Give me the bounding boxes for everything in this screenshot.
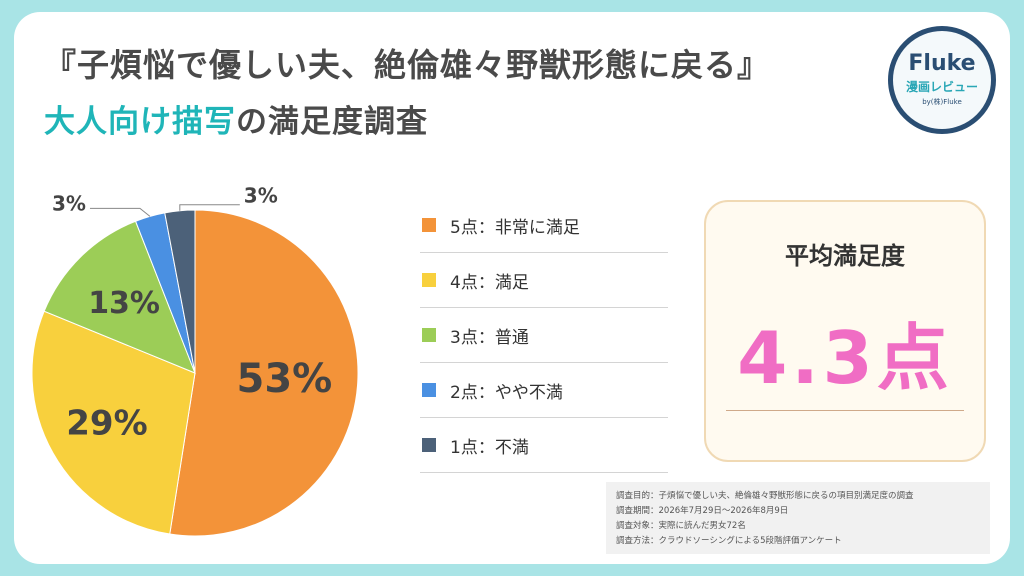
subtitle-accent: 大人向け描写 (44, 104, 236, 140)
legend-label-5: 5点：非常に満足 (450, 217, 580, 238)
logo-name: Fluke (908, 51, 976, 76)
slice-label-1pt-leader (179, 204, 240, 211)
slice-label-5pt: 53% (237, 356, 333, 402)
page-title: 『子煩悩で優しい夫、絶倫雄々野獣形態に戻る』 (44, 46, 771, 84)
average-underline (726, 410, 964, 411)
legend-swatch-5 (422, 218, 436, 232)
logo-subtitle: 漫画レビュー (905, 80, 978, 94)
slice-label-2pt: 3% (52, 191, 86, 215)
slice-label-3pt: 13% (88, 286, 160, 321)
legend-swatch-1 (422, 438, 436, 452)
slice-3pt (43, 220, 196, 374)
legend-item-2: 2点：やや不満 (420, 363, 668, 418)
legend-swatch-4 (422, 273, 436, 287)
chart-legend: 5点：非常に満足 4点：満足 3点：普通 2点：やや不満 1点：不満 (420, 198, 668, 473)
average-title: 平均満足度 (785, 242, 905, 270)
legend-item-4: 4点：満足 (420, 253, 668, 308)
slice-label-4pt: 29% (66, 404, 147, 444)
survey-info: 調査目的：子煩悩で優しい夫、絶倫雄々野獣形態に戻るの項目別満足度の調査 調査期間… (606, 482, 990, 554)
logo-byline: by(株)Fluke (922, 98, 962, 106)
slice-4pt (31, 310, 196, 535)
survey-method: 調査方法：クラウドソーシングによる5段階評価アンケート (616, 536, 842, 546)
legend-label-2: 2点：やや不満 (450, 382, 563, 403)
average-value: 4.3点 (737, 316, 953, 400)
survey-target: 調査対象：実際に読んだ男女72名 (616, 521, 746, 531)
slice-label-1pt: 3% (244, 184, 278, 208)
subtitle-rest: の満足度調査 (236, 104, 428, 140)
legend-swatch-3 (422, 328, 436, 342)
legend-label-1: 1点：不満 (450, 437, 529, 458)
page-subtitle: 大人向け描写の満足度調査 (44, 96, 428, 141)
survey-period: 調査期間：2026年7月29日～2026年8月9日 (616, 506, 789, 516)
legend-label-4: 4点：満足 (450, 272, 529, 293)
legend-swatch-2 (422, 383, 436, 397)
slice-5pt (169, 209, 359, 537)
legend-item-1: 1点：不満 (420, 418, 668, 473)
average-satisfaction-box: 平均満足度 4.3点 (704, 200, 986, 462)
legend-item-5: 5点：非常に満足 (420, 198, 668, 253)
survey-purpose: 調査目的：子煩悩で優しい夫、絶倫雄々野獣形態に戻るの項目別満足度の調査 (616, 491, 914, 501)
legend-item-3: 3点：普通 (420, 308, 668, 363)
legend-label-3: 3点：普通 (450, 327, 529, 348)
fluke-logo: Fluke 漫画レビュー by(株)Fluke (888, 26, 996, 134)
slice-label-2pt-leader (89, 207, 151, 217)
